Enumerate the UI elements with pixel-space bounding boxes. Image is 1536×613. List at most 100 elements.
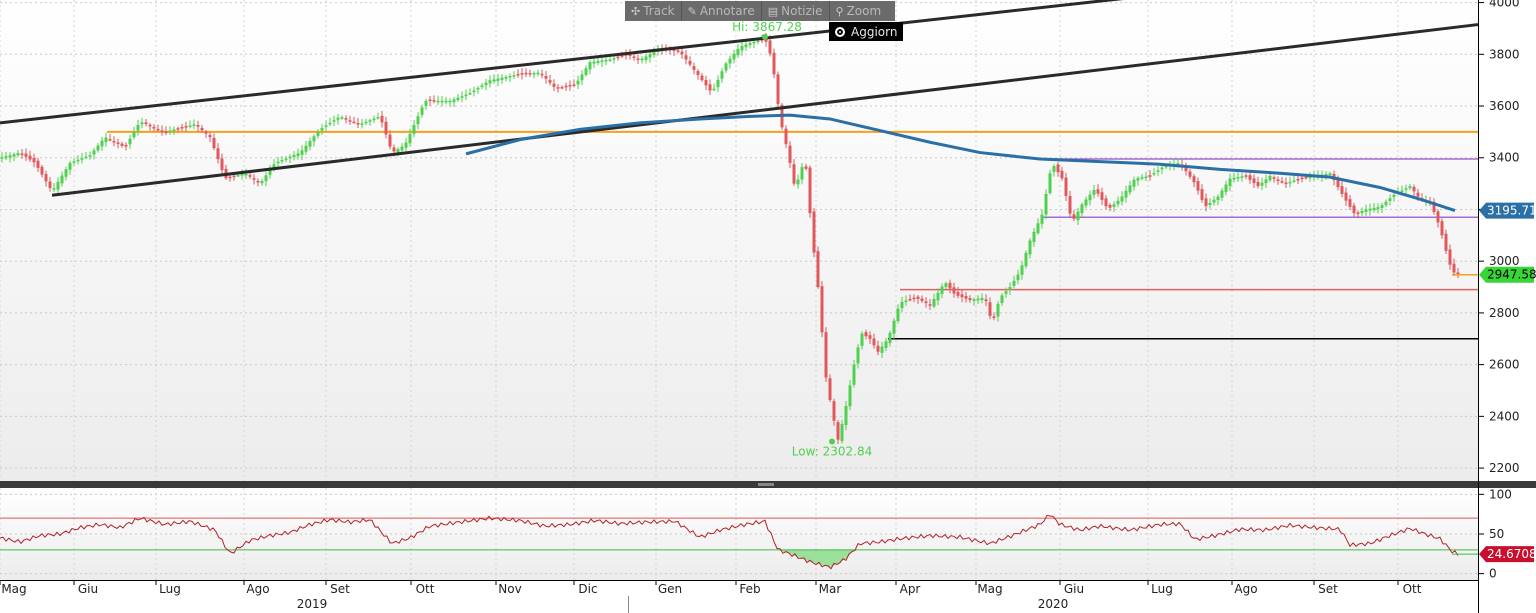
month-label: Mag bbox=[977, 582, 1002, 596]
candle-body bbox=[1000, 295, 1004, 303]
candle-body bbox=[128, 138, 132, 145]
candle-body bbox=[428, 99, 432, 102]
candle-body bbox=[1140, 177, 1144, 179]
candle-body bbox=[1092, 189, 1096, 195]
rsi-oversold-fill bbox=[770, 549, 862, 568]
candle-body bbox=[516, 73, 520, 76]
candle-body bbox=[1112, 204, 1116, 207]
candle-body bbox=[36, 160, 40, 168]
candle-body bbox=[144, 122, 148, 125]
track-button[interactable]: ✣ Track bbox=[625, 1, 682, 21]
candle-body bbox=[228, 176, 232, 179]
candle-body bbox=[152, 127, 156, 129]
candle-body bbox=[324, 125, 328, 127]
candle-body bbox=[1448, 249, 1452, 265]
candle-body bbox=[504, 76, 508, 79]
candle-body bbox=[692, 66, 696, 70]
candle-body bbox=[568, 84, 572, 87]
candle-body bbox=[720, 71, 724, 79]
candle-body bbox=[716, 79, 720, 88]
candle-body bbox=[752, 41, 756, 44]
candle-body bbox=[712, 88, 716, 91]
candle-body bbox=[52, 188, 56, 190]
candle-body bbox=[1024, 252, 1028, 267]
candle-body bbox=[948, 282, 952, 289]
month-label: Dic bbox=[578, 582, 597, 596]
candle-body bbox=[644, 56, 648, 60]
candle-body bbox=[940, 286, 944, 294]
separator-grip[interactable] bbox=[758, 483, 774, 486]
candle-body bbox=[140, 122, 144, 125]
candle-body bbox=[1440, 221, 1444, 236]
zoom-button[interactable]: ⚲ Zoom bbox=[830, 1, 888, 21]
price-tick-label: 3400 bbox=[1489, 151, 1520, 165]
refresh-button[interactable]: Aggiorn bbox=[829, 22, 904, 41]
magnifier-icon: ⚲ bbox=[835, 4, 844, 18]
move-icon: ✣ bbox=[631, 4, 641, 18]
candle-body bbox=[1268, 175, 1272, 181]
candle-body bbox=[680, 51, 684, 55]
candle-body bbox=[320, 128, 324, 131]
candle-body bbox=[1060, 170, 1064, 179]
candle-body bbox=[884, 341, 888, 349]
annotate-button[interactable]: ✎ Annotare bbox=[682, 1, 762, 21]
candle-body bbox=[632, 56, 636, 58]
candle-body bbox=[1392, 194, 1396, 197]
candle-body bbox=[1052, 166, 1056, 172]
candle-body bbox=[1032, 231, 1036, 243]
candle-body bbox=[236, 175, 240, 177]
candle-body bbox=[76, 159, 80, 162]
candle-body bbox=[216, 148, 220, 160]
candle-body bbox=[1004, 291, 1008, 294]
candle-body bbox=[1232, 177, 1236, 180]
candle-body bbox=[212, 137, 216, 149]
candle-body bbox=[308, 140, 312, 147]
candle-body bbox=[1376, 207, 1380, 210]
candle-body bbox=[1056, 164, 1060, 173]
candle-body bbox=[64, 169, 68, 177]
candle-body bbox=[380, 115, 384, 123]
candle-body bbox=[208, 135, 212, 138]
rsi-tick-label: 100 bbox=[1489, 487, 1512, 501]
candle-body bbox=[540, 73, 544, 76]
candle-body bbox=[1408, 186, 1412, 189]
month-label: Giu bbox=[1064, 582, 1084, 596]
candle-body bbox=[1076, 211, 1080, 221]
candle-body bbox=[84, 156, 88, 159]
candle-body bbox=[1152, 173, 1156, 175]
news-button[interactable]: ▤ Notizie bbox=[762, 1, 830, 21]
month-label: Ago bbox=[1234, 582, 1257, 596]
candle-body bbox=[1144, 176, 1148, 179]
candle-body bbox=[300, 150, 304, 155]
candle-body bbox=[460, 96, 464, 98]
candle-body bbox=[12, 154, 16, 157]
candle-body bbox=[992, 316, 996, 318]
news-icon: ▤ bbox=[767, 4, 779, 18]
candle-body bbox=[456, 97, 460, 101]
candle-body bbox=[996, 303, 1000, 317]
candle-body bbox=[732, 53, 736, 60]
candle-body bbox=[1436, 211, 1440, 223]
candle-body bbox=[164, 131, 168, 133]
candle-body bbox=[1456, 272, 1460, 275]
candle-body bbox=[1084, 199, 1088, 206]
candle-body bbox=[304, 145, 308, 152]
candle-body bbox=[696, 71, 700, 75]
candle-body bbox=[280, 160, 284, 162]
candle-body bbox=[232, 175, 236, 178]
price-tick-label: 2800 bbox=[1489, 306, 1520, 320]
candle-body bbox=[1096, 189, 1100, 194]
candle-body bbox=[852, 364, 856, 385]
candle-body bbox=[356, 122, 360, 125]
candle-body bbox=[972, 299, 976, 301]
candle-body bbox=[1184, 166, 1188, 172]
level-lines bbox=[107, 130, 1478, 340]
month-label: Lug bbox=[1151, 582, 1173, 596]
candle-body bbox=[1336, 180, 1340, 188]
candle-body bbox=[44, 174, 48, 182]
candle-body bbox=[96, 145, 100, 151]
candle-body bbox=[1200, 189, 1204, 200]
price-tick-label: 3800 bbox=[1489, 47, 1520, 61]
candle-body bbox=[120, 143, 124, 146]
candle-body bbox=[840, 424, 844, 442]
